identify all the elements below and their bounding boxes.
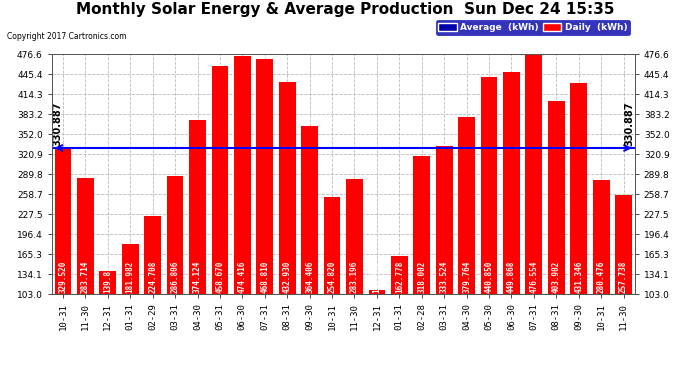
Bar [413, 156, 430, 294]
Bar [144, 216, 161, 294]
Text: 162.778: 162.778 [395, 261, 404, 293]
Text: 449.868: 449.868 [507, 261, 516, 293]
Text: 364.406: 364.406 [305, 261, 314, 293]
Text: 280.476: 280.476 [597, 261, 606, 293]
Bar [526, 54, 542, 294]
Bar [593, 180, 609, 294]
Bar [481, 77, 497, 294]
Text: 139.816: 139.816 [104, 261, 112, 293]
Bar [571, 84, 587, 294]
Text: Copyright 2017 Cartronics.com: Copyright 2017 Cartronics.com [7, 32, 126, 41]
Bar [391, 256, 408, 294]
Text: 432.930: 432.930 [283, 261, 292, 293]
Text: 374.124: 374.124 [193, 261, 202, 293]
Bar [212, 66, 228, 294]
Bar [368, 290, 385, 294]
Bar [302, 126, 318, 294]
Text: 257.738: 257.738 [619, 261, 628, 293]
Bar [458, 117, 475, 294]
Bar [122, 244, 139, 294]
Text: 440.850: 440.850 [484, 261, 493, 293]
Text: Monthly Solar Energy & Average Production  Sun Dec 24 15:35: Monthly Solar Energy & Average Productio… [76, 2, 614, 17]
Text: 330.887: 330.887 [624, 102, 634, 146]
Text: 329.520: 329.520 [59, 261, 68, 293]
Text: 379.764: 379.764 [462, 261, 471, 293]
Bar [615, 195, 632, 294]
Bar [279, 82, 295, 294]
Bar [167, 176, 184, 294]
Bar [234, 56, 250, 294]
Text: 431.346: 431.346 [574, 261, 583, 293]
Text: 318.002: 318.002 [417, 261, 426, 293]
Text: 330.887: 330.887 [52, 102, 62, 146]
Bar [189, 120, 206, 294]
Text: 403.902: 403.902 [552, 261, 561, 293]
Legend: Average  (kWh), Daily  (kWh): Average (kWh), Daily (kWh) [436, 21, 630, 35]
Text: 474.416: 474.416 [238, 261, 247, 293]
Text: 181.982: 181.982 [126, 261, 135, 293]
Text: 476.554: 476.554 [529, 261, 538, 293]
Text: 468.810: 468.810 [260, 261, 269, 293]
Bar [99, 271, 116, 294]
Bar [257, 59, 273, 294]
Text: 254.820: 254.820 [328, 261, 337, 293]
Bar [436, 146, 453, 294]
Bar [324, 197, 340, 294]
Text: 333.524: 333.524 [440, 261, 449, 293]
Text: 224.708: 224.708 [148, 261, 157, 293]
Text: 110.342: 110.342 [373, 261, 382, 293]
Bar [503, 72, 520, 294]
Text: 286.806: 286.806 [170, 261, 179, 293]
Bar [346, 178, 363, 294]
Text: 283.714: 283.714 [81, 261, 90, 293]
Bar [55, 149, 71, 294]
Bar [548, 101, 564, 294]
Text: 458.670: 458.670 [215, 261, 224, 293]
Text: 283.196: 283.196 [350, 261, 359, 293]
Bar [77, 178, 94, 294]
